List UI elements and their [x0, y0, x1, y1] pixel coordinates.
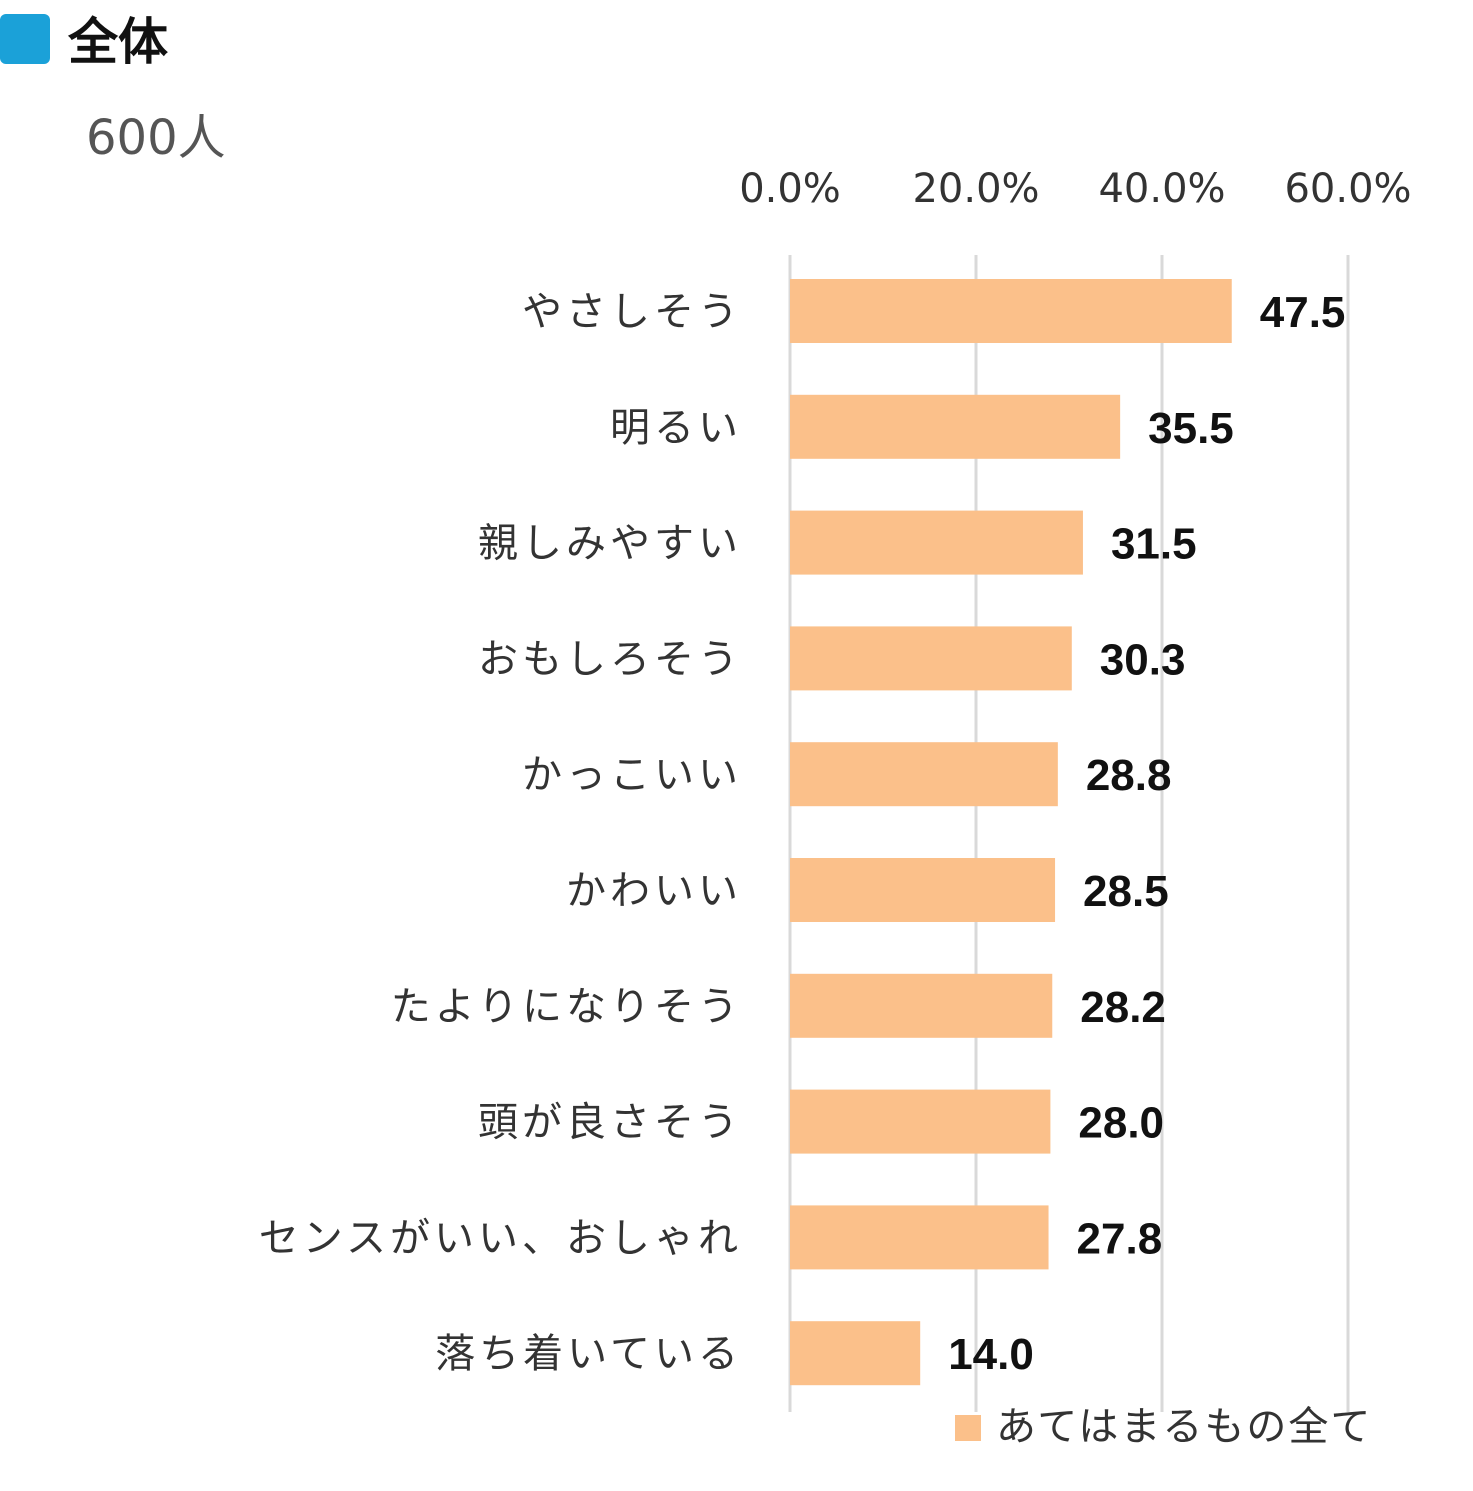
x-tick-label: 20.0%	[912, 166, 1039, 212]
value-labels: 47.5 35.5 31.5 30.3 28.8 28.5 28.2 28.0 27.8 14.0	[948, 288, 1345, 1379]
bar	[790, 973, 1053, 1038]
data-label: 28.0	[1078, 1099, 1164, 1148]
category-label: おもしろそう	[478, 636, 742, 682]
bar	[790, 510, 1083, 575]
x-tick-label: 60.0%	[1284, 166, 1411, 212]
legend: あてはまるもの全て	[955, 1404, 1372, 1450]
category-label: 頭が良さそう	[478, 1100, 742, 1146]
data-label: 27.8	[1077, 1214, 1163, 1263]
bar	[790, 279, 1232, 343]
legend-label: あてはまるもの全て	[996, 1404, 1372, 1450]
bar	[790, 1089, 1051, 1154]
data-label: 14.0	[948, 1330, 1034, 1379]
bar	[790, 394, 1121, 459]
category-label: かっこいい	[522, 752, 742, 798]
bar	[790, 742, 1058, 807]
category-label: かわいい	[566, 868, 742, 914]
x-tick-label: 40.0%	[1098, 166, 1225, 212]
data-label: 31.5	[1111, 520, 1197, 569]
title-marker	[0, 14, 50, 64]
x-tick-label: 0.0%	[739, 166, 841, 212]
bar	[790, 858, 1056, 922]
category-labels: やさしそう明るい親しみやすいおもしろそうかっこいいかわいいたよりになりそう頭が良…	[259, 289, 742, 1377]
category-label: 落ち着いている	[435, 1331, 742, 1377]
respondent-count: 600人	[86, 110, 226, 166]
data-label: 28.8	[1086, 751, 1172, 800]
x-axis-tick-labels: 0.0% 20.0% 40.0% 60.0%	[739, 166, 1411, 212]
data-label: 30.3	[1100, 635, 1186, 684]
data-label: 47.5	[1260, 288, 1346, 337]
category-label: 親しみやすい	[478, 521, 742, 567]
data-label: 28.2	[1080, 983, 1166, 1032]
legend-swatch	[955, 1415, 981, 1441]
category-label: たよりになりそう	[391, 984, 742, 1030]
data-label: 35.5	[1148, 404, 1234, 453]
chart-title: 全体	[68, 13, 168, 71]
category-label: 明るい	[610, 405, 742, 451]
bar	[790, 626, 1072, 691]
bar	[790, 1321, 921, 1386]
bars	[790, 279, 1232, 1386]
data-label: 28.5	[1083, 867, 1169, 916]
bar	[790, 1205, 1049, 1270]
category-label: やさしそう	[522, 289, 742, 335]
category-label: センスがいい、おしゃれ	[259, 1215, 742, 1261]
